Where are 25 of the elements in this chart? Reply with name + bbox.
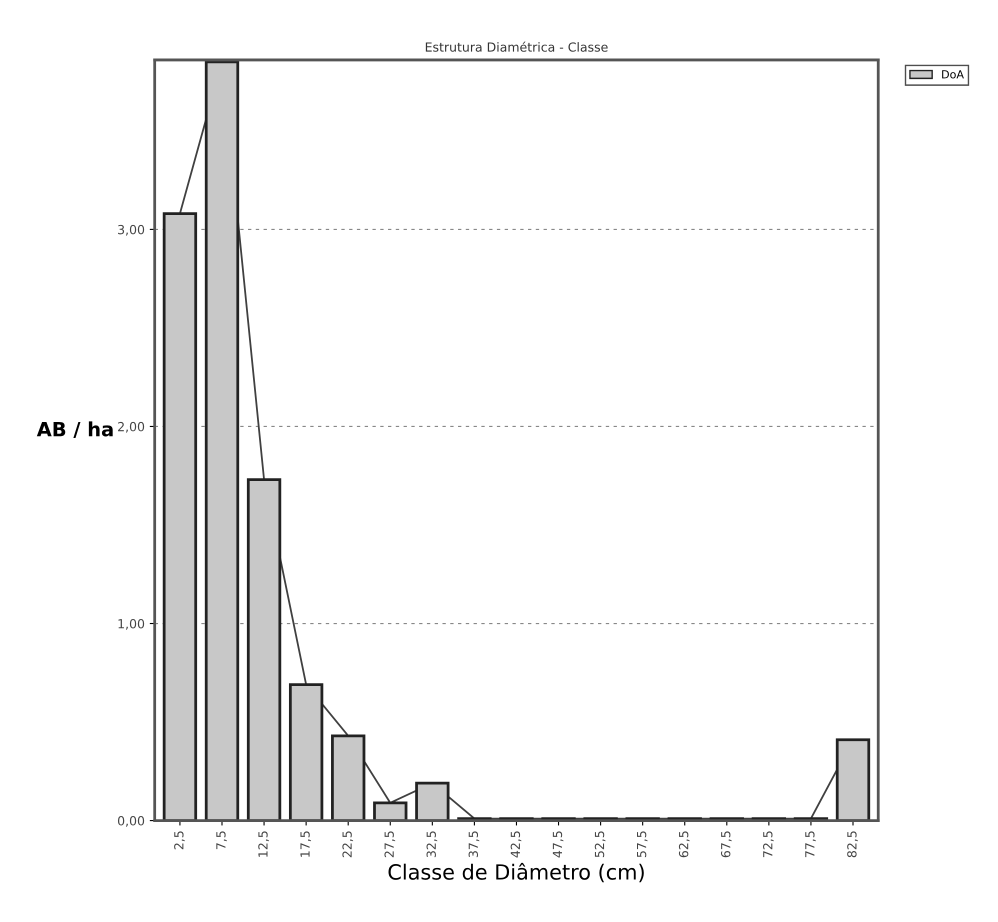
legend-label: DoA <box>942 70 964 79</box>
x-tick-label: 17,5 <box>300 831 312 857</box>
y-tick-label: 3,00 <box>118 224 144 236</box>
x-tick-label: 32,5 <box>426 831 438 858</box>
x-tick-label: 67,5 <box>720 831 732 858</box>
x-tick-label: 72,5 <box>763 831 774 858</box>
y-tick-label: 0,00 <box>118 816 144 827</box>
chart-title: Estrutura Diamétrica - Classe <box>426 42 608 52</box>
x-axis-title: Classe de Diâmetro (cm) <box>388 862 644 882</box>
y-tick-label: 2,00 <box>118 422 144 433</box>
x-tick-label: 37,5 <box>468 831 480 858</box>
y-tick-label: 1,00 <box>118 618 144 630</box>
x-tick-label: 27,5 <box>384 831 396 858</box>
x-tick-label: 42,5 <box>510 831 522 858</box>
x-tick-label: 22,5 <box>342 831 354 858</box>
x-tick-label: 82,5 <box>847 831 858 858</box>
x-tick-label: 52,5 <box>594 831 606 858</box>
x-tick-label: 12,5 <box>258 831 269 857</box>
x-tick-label: 47,5 <box>552 831 564 858</box>
x-tick-label: 62,5 <box>678 831 690 858</box>
y-axis-title: AB / ha <box>36 421 113 438</box>
x-tick-label: 7,5 <box>216 831 227 850</box>
x-tick-label: 57,5 <box>637 831 648 858</box>
x-tick-label: 77,5 <box>805 831 816 858</box>
x-tick-label: 2,5 <box>174 831 185 850</box>
